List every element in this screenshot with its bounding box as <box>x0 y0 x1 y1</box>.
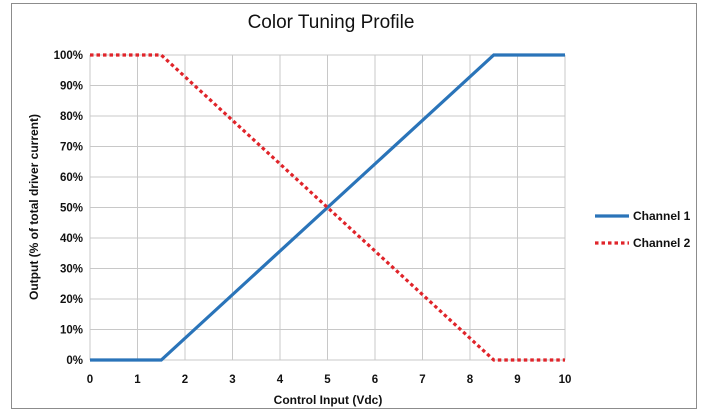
x-tick-label: 8 <box>467 374 474 386</box>
x-tick-label: 5 <box>324 374 331 386</box>
x-tick-label: 1 <box>134 374 141 386</box>
x-tick-labels: 0 1 2 3 4 5 6 7 8 9 10 <box>87 374 572 386</box>
x-tick-label: 7 <box>419 374 425 386</box>
x-tick-label: 6 <box>372 374 378 386</box>
y-tick-label: 70% <box>60 142 83 154</box>
x-tick-label: 0 <box>87 374 93 386</box>
y-tick-label: 60% <box>60 172 83 184</box>
series-line-1 <box>90 53 565 362</box>
x-tick-label: 9 <box>514 374 520 386</box>
y-tick-label: 80% <box>60 111 83 123</box>
y-tick-labels: 0% 10% 20% 30% 40% 50% 60% 70% 80% 90% 100% <box>54 50 83 367</box>
x-tick-label: 4 <box>277 374 284 386</box>
x-tick-label: 2 <box>182 374 188 386</box>
series-line-2 <box>90 53 565 362</box>
x-tick-label: 10 <box>559 374 572 386</box>
y-tick-label: 30% <box>60 264 83 276</box>
y-tick-label: 50% <box>60 203 83 215</box>
chart-title: Color Tuning Profile <box>248 12 415 33</box>
x-axis-label: Control Input (Vdc) <box>274 393 383 407</box>
legend: Channel 1 Channel 2 <box>595 209 691 250</box>
y-tick-label: 20% <box>60 294 83 306</box>
y-axis-label: Output (% of total driver current) <box>27 114 41 300</box>
grid <box>89 54 566 361</box>
series-layer <box>90 53 565 362</box>
x-tick-label: 3 <box>229 374 235 386</box>
legend-label-1: Channel 1 <box>633 209 691 223</box>
y-tick-label: 100% <box>54 50 83 62</box>
chart-frame <box>11 3 697 409</box>
y-tick-label: 10% <box>60 325 83 337</box>
y-tick-label: 90% <box>60 81 83 93</box>
y-tick-label: 40% <box>60 233 83 245</box>
y-tick-label: 0% <box>66 355 83 367</box>
legend-label-2: Channel 2 <box>633 236 691 250</box>
